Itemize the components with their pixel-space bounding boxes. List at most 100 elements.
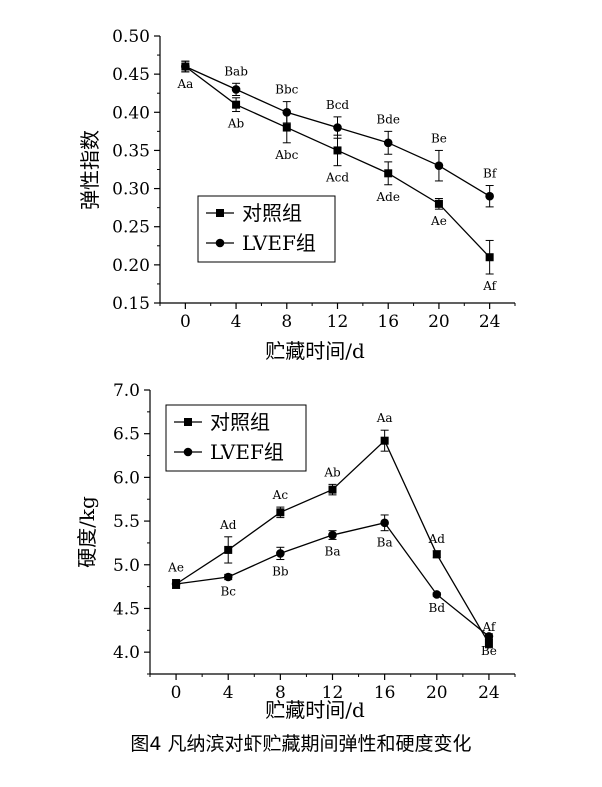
data-point-circle (181, 62, 190, 71)
significance-label: Aa (376, 411, 393, 425)
significance-label: Ac (272, 488, 289, 502)
x-tick-label: 8 (275, 683, 286, 703)
x-tick-label: 8 (281, 312, 292, 332)
y-tick-label: 5.0 (113, 556, 140, 576)
significance-label: Bcd (326, 98, 350, 112)
significance-label: Acd (325, 171, 349, 185)
significance-label: Af (481, 620, 496, 634)
significance-label: Bb (272, 565, 289, 579)
data-point-circle (485, 191, 494, 201)
y-tick-label: 6.5 (113, 425, 140, 445)
y-tick-label: 5.5 (113, 512, 140, 532)
x-tick-label: 12 (327, 312, 349, 332)
y-tick-label: 0.25 (112, 218, 150, 238)
significance-label: Be (431, 131, 447, 145)
legend-label: LVEF组 (210, 440, 284, 464)
legend-box (197, 195, 336, 263)
y-tick-label: 6.0 (113, 468, 140, 488)
significance-label: Be (481, 644, 497, 658)
legend: 对照组 LVEF组 (165, 404, 307, 472)
data-point-circle (383, 138, 393, 148)
significance-label: Abc (274, 148, 298, 162)
data-point-square (485, 253, 494, 262)
data-point-circle (380, 518, 389, 528)
y-tick-label: 0.45 (112, 65, 150, 85)
y-tick-label: 0.20 (112, 256, 150, 276)
data-point-square (380, 436, 389, 445)
x-tick-label: 16 (377, 312, 399, 332)
x-tick-label: 20 (428, 312, 450, 332)
x-axis-title: 贮藏时间/d (265, 339, 365, 363)
figure-caption: 图4 凡纳滨对虾贮藏期间弹性和硬度变化 (130, 733, 471, 755)
data-point-square (224, 545, 233, 554)
legend: 对照组 LVEF组 (197, 195, 336, 263)
data-point-square (232, 100, 241, 109)
significance-label: Ba (325, 544, 341, 558)
significance-label: Ade (375, 190, 399, 204)
significance-label: Bbc (275, 83, 299, 97)
significance-label: Bab (224, 64, 248, 78)
x-tick-label: 0 (180, 312, 191, 332)
y-tick-label: 0.40 (112, 103, 150, 123)
y-tick-label: 4.0 (113, 643, 140, 663)
data-point-square (333, 146, 342, 155)
x-tick-label: 20 (426, 683, 448, 703)
elasticity-chart: 0 4 8 12 16 20 24 0.15 0.20 0.25 0.30 0.35 0.40 0.45 0… (78, 27, 516, 363)
data-point-circle (434, 161, 444, 170)
significance-label: Ab (227, 117, 245, 131)
significance-label: Bf (483, 167, 498, 181)
legend-marker-circle (215, 238, 225, 248)
data-point-square (432, 550, 441, 559)
significance-label: Aa (176, 77, 193, 91)
x-tick-label: 16 (374, 683, 396, 703)
y-tick-label: 7.0 (113, 381, 140, 401)
y-axis-title: 弹性指数 (78, 130, 102, 210)
significance-label: Ad (428, 532, 446, 546)
data-point-square (282, 123, 291, 132)
x-tick-label: 0 (171, 683, 182, 703)
x-axis-title: 贮藏时间/d (265, 698, 365, 722)
y-tick-label: 0.35 (112, 141, 150, 161)
significance-label: Ba (377, 536, 393, 550)
y-tick-label: 4.5 (113, 599, 140, 619)
significance-label: Af (482, 279, 497, 293)
legend-label: 对照组 (242, 201, 302, 225)
data-point-circle (432, 590, 442, 599)
data-point-square (276, 508, 285, 517)
legend-marker-square (184, 418, 192, 426)
x-tick-label: 4 (223, 683, 234, 703)
data-point-square (384, 169, 393, 178)
x-tick-label: 12 (322, 683, 344, 703)
legend-label: LVEF组 (242, 231, 316, 255)
data-point-circle (484, 632, 494, 641)
data-point-circle (282, 107, 292, 117)
data-point-square (328, 485, 337, 494)
x-tick-label: 4 (231, 312, 242, 332)
significance-label: Ab (323, 465, 341, 479)
data-point-circle (171, 579, 181, 589)
legend-box (165, 404, 307, 472)
y-tick-label: 0.15 (112, 294, 150, 314)
hardness-chart: 0 4 8 12 16 20 24 4.0 4.5 5.0 5.5 6.0 6.5 7.0 贮藏时间/d 硬度… (75, 381, 516, 722)
data-point-circle (333, 123, 342, 132)
y-tick-label: 0.30 (112, 180, 150, 200)
significance-label: Bd (429, 601, 446, 615)
significance-label: Ae (430, 214, 447, 228)
legend-marker-circle (183, 447, 193, 457)
significance-label: Bde (376, 112, 400, 126)
data-point-circle (328, 530, 337, 540)
y-axis-title: 硬度/kg (75, 496, 99, 568)
significance-label: Ad (219, 518, 237, 532)
significance-label: Bc (220, 585, 236, 599)
legend-label: 对照组 (210, 410, 270, 434)
data-point-square (484, 639, 493, 648)
y-tick-label: 0.50 (112, 27, 150, 47)
data-point-circle (231, 85, 241, 94)
data-point-square (434, 199, 443, 208)
data-point-circle (223, 572, 233, 582)
data-point-circle (276, 549, 285, 558)
legend-marker-square (216, 209, 224, 217)
x-tick-label: 24 (478, 683, 500, 703)
x-tick-label: 24 (479, 312, 501, 332)
